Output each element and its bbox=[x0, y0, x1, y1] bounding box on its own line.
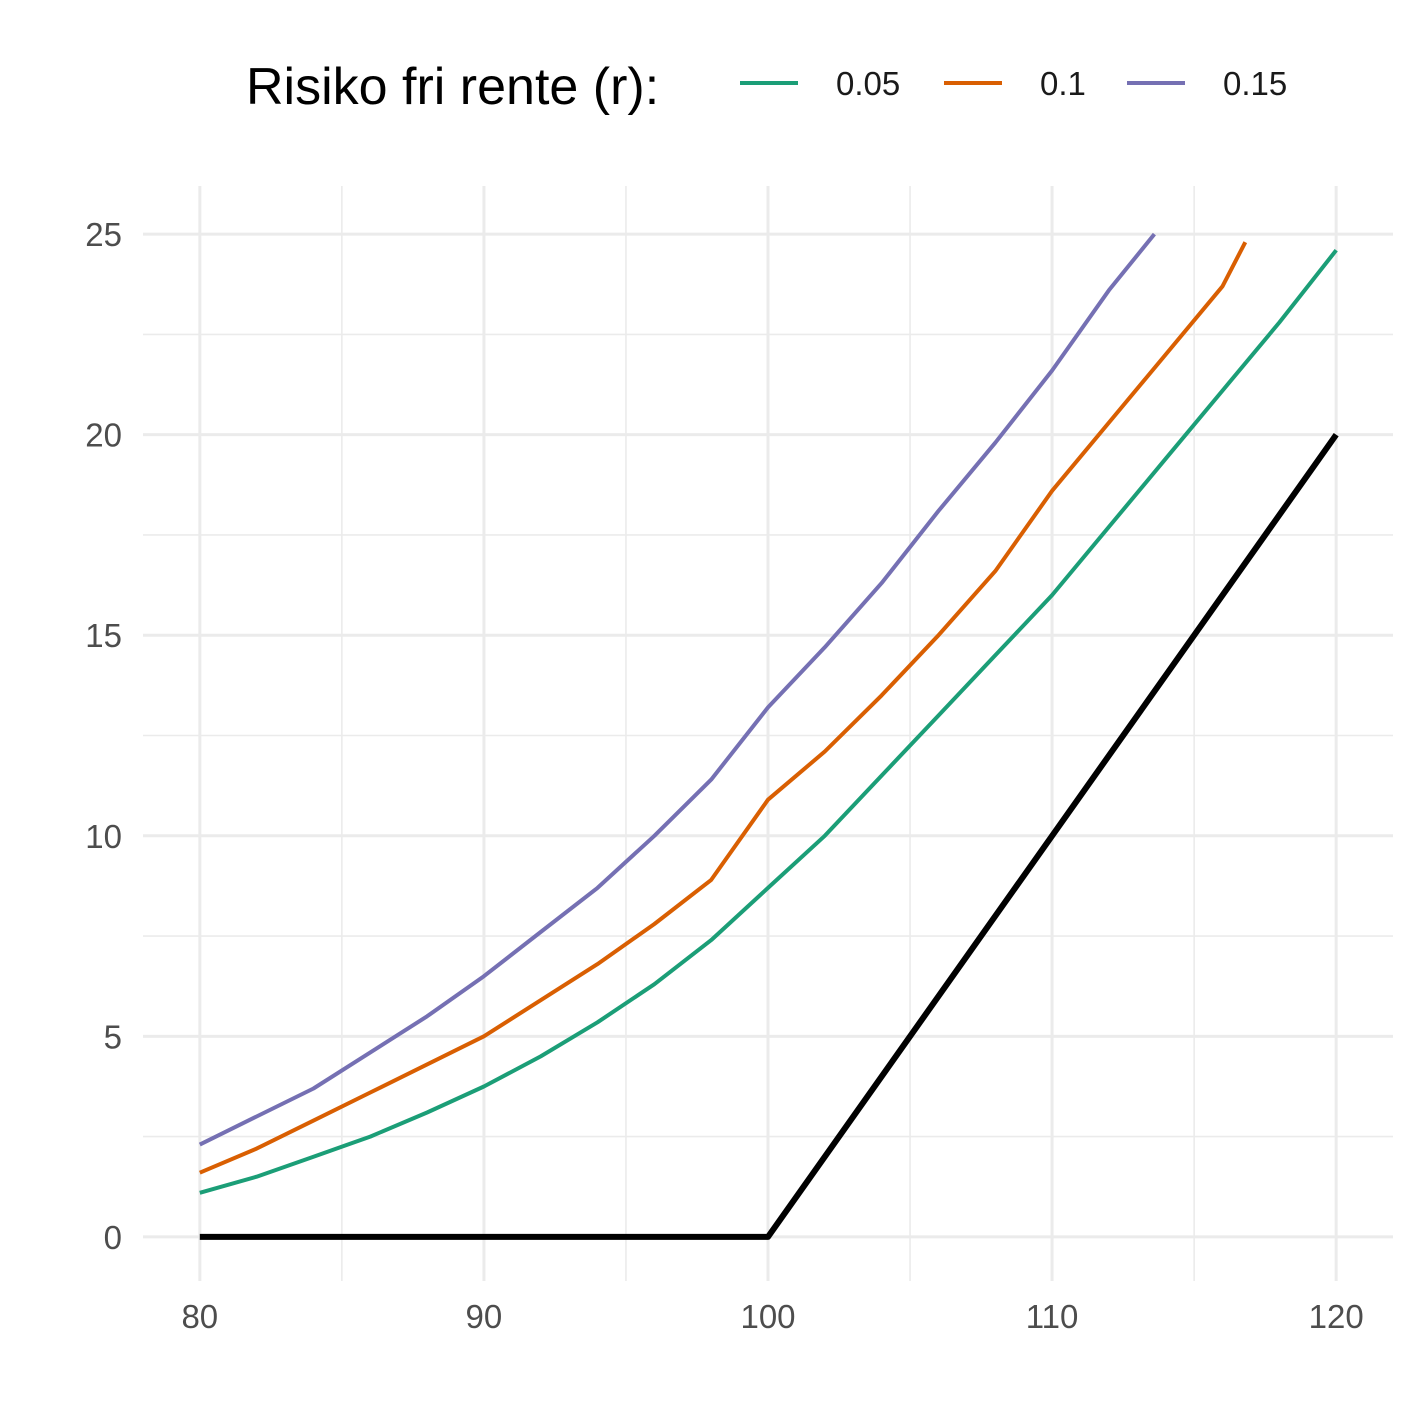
series-line-0.1 bbox=[199, 241, 1248, 1175]
y-tick-label: 25 bbox=[85, 216, 122, 253]
legend-label-0.15: 0.15 bbox=[1223, 65, 1287, 102]
grid-major bbox=[143, 186, 1393, 1281]
y-axis-ticks: 0 5 10 15 20 25 bbox=[85, 216, 122, 1256]
legend-title: Risiko fri rente (r): bbox=[246, 58, 659, 116]
legend: Risiko fri rente (r): 0.05 0.1 0.15 bbox=[246, 58, 1287, 116]
x-tick-label: 100 bbox=[740, 1298, 795, 1335]
y-tick-label: 20 bbox=[85, 417, 122, 454]
x-tick-label: 90 bbox=[466, 1298, 503, 1335]
y-tick-label: 0 bbox=[104, 1219, 122, 1256]
x-axis-ticks: 80 90 100 110 120 bbox=[181, 1298, 1363, 1335]
x-tick-label: 80 bbox=[181, 1298, 218, 1335]
x-tick-label: 110 bbox=[1026, 1298, 1079, 1335]
x-tick-label: 120 bbox=[1309, 1298, 1364, 1335]
series-layer bbox=[198, 232, 1339, 1240]
legend-label-0.05: 0.05 bbox=[836, 65, 900, 102]
series-line-0.15 bbox=[198, 232, 1156, 1147]
y-tick-label: 5 bbox=[104, 1018, 122, 1055]
y-tick-label: 10 bbox=[85, 818, 122, 855]
series-line-0.05 bbox=[199, 248, 1338, 1195]
legend-label-0.1: 0.1 bbox=[1040, 65, 1086, 102]
y-tick-label: 15 bbox=[85, 617, 122, 654]
series-line-unnamed bbox=[199, 432, 1339, 1240]
